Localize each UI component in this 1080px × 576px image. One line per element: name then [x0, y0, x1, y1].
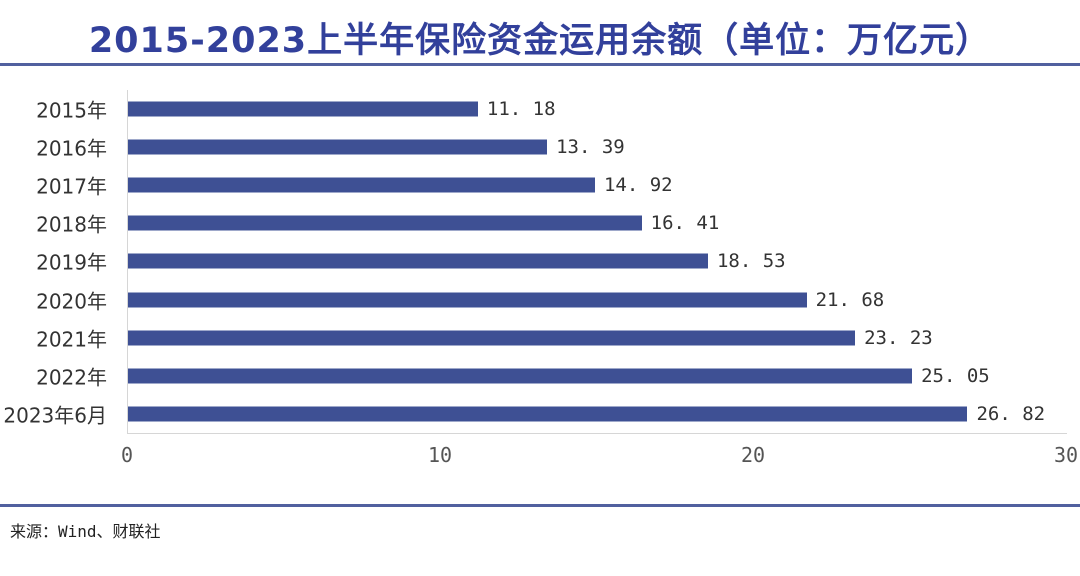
category-label: 2018年 — [36, 212, 107, 237]
top-divider — [0, 63, 1080, 66]
category-label: 2022年 — [36, 365, 107, 390]
bar — [128, 406, 968, 422]
bar — [128, 330, 856, 346]
value-label: 23. 23 — [864, 326, 933, 349]
bar — [128, 101, 478, 117]
x-tick-label: 0 — [120, 443, 134, 467]
value-label: 11. 18 — [486, 98, 556, 121]
value-label: 18. 53 — [716, 250, 786, 273]
category-label: 2019年 — [36, 250, 107, 275]
chart-title: 2015-2023上半年保险资金运用余额（单位：万亿元） — [88, 21, 992, 61]
bottom-divider — [0, 504, 1080, 507]
x-tick-label: 30 — [1053, 443, 1079, 467]
value-label: 25. 05 — [921, 364, 990, 387]
x-tick-label: 20 — [740, 443, 766, 467]
chart-row: 2021年 23. 23 — [36, 319, 1067, 357]
value-label: 16. 41 — [650, 212, 720, 235]
bar — [128, 292, 807, 308]
chart-row: 2018年 16. 41 — [36, 204, 1067, 242]
bar-chart-plot-area: 2015年 11. 18 2016年 13. 39 2017年 14. 92 2018年 16… — [3, 90, 1067, 434]
bar — [128, 215, 642, 231]
bar — [128, 368, 913, 384]
value-label: 14. 92 — [603, 174, 673, 197]
value-label: 26. 82 — [976, 402, 1046, 425]
category-label: 2016年 — [36, 136, 107, 161]
chart-row: 2022年 25. 05 — [36, 357, 1067, 395]
chart-row: 2015年 11. 18 — [36, 90, 1067, 128]
chart-row: 2023年6月 26. 82 — [3, 395, 1067, 433]
value-label: 21. 68 — [815, 288, 885, 311]
chart-row: 2019年 18. 53 — [36, 242, 1067, 280]
chart-row: 2016年 13. 39 — [36, 128, 1067, 166]
source-note: 来源：Wind、财联社 — [10, 522, 161, 541]
category-label: 2021年 — [36, 327, 107, 352]
bar — [128, 177, 595, 193]
category-label: 2015年 — [36, 98, 107, 123]
x-axis: 0 10 20 30 — [121, 443, 1078, 469]
x-tick-label: 10 — [427, 443, 453, 467]
value-label: 13. 39 — [556, 136, 625, 159]
bar — [128, 139, 548, 155]
chart-row: 2020年 21. 68 — [36, 281, 1067, 319]
category-label: 2023年6月 — [3, 403, 107, 428]
category-label: 2020年 — [36, 289, 107, 314]
bar — [128, 253, 708, 269]
chart-row: 2017年 14. 92 — [36, 166, 1067, 204]
category-label: 2017年 — [36, 174, 107, 199]
